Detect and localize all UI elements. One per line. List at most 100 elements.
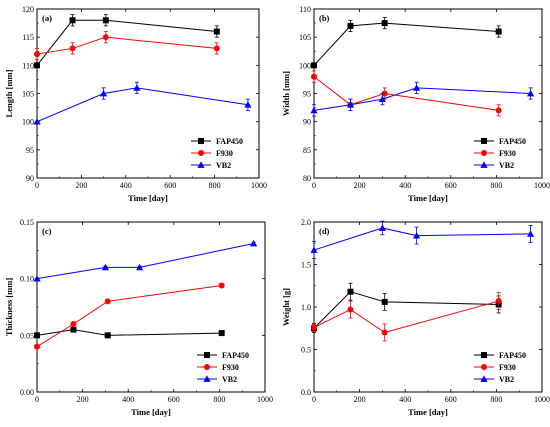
series-line — [313, 291, 499, 329]
y-tick-label: 0.05 — [20, 331, 34, 340]
legend: FAP450 F930 VB2 — [191, 137, 243, 170]
data-point — [311, 324, 317, 331]
data-point — [34, 332, 40, 339]
x-tick-label: 400 — [120, 181, 132, 190]
data-point — [101, 263, 109, 271]
series-line — [313, 227, 531, 251]
x-tick-label: 400 — [399, 181, 411, 190]
x-tick-label: 200 — [77, 395, 89, 404]
y-tick-label: 0.0 — [301, 388, 311, 397]
x-tick-label: 600 — [164, 181, 176, 190]
data-point — [495, 28, 502, 35]
data-point — [250, 239, 258, 247]
x-tick-label: 0 — [35, 181, 39, 190]
series-f930 — [311, 292, 502, 342]
series-fap450 — [311, 17, 502, 69]
y-tick-label: 0.10 — [20, 275, 34, 284]
x-tick-label: 800 — [490, 181, 502, 190]
series-vb2 — [310, 220, 535, 259]
y-tick-label: 90 — [26, 174, 34, 183]
legend: FAP450 F930 VB2 — [474, 351, 526, 384]
y-tick-label: 0.5 — [301, 346, 311, 355]
chart-panel-c: 0 200 400 600 800 1000 0.00 0.05 0.10 0.15 Time [d… — [4, 218, 273, 417]
x-tick-label: 800 — [490, 395, 502, 404]
data-point — [413, 84, 421, 91]
x-tick-label: 1000 — [534, 395, 550, 404]
panel-label: (c) — [42, 226, 52, 236]
x-tick-label: 800 — [213, 395, 225, 404]
legend-marker — [481, 150, 487, 156]
x-axis-label: Time [day] — [128, 193, 168, 203]
x-axis-label: Time [day] — [408, 193, 448, 203]
x-tick-label: 1000 — [251, 181, 267, 190]
y-tick-label: 1.5 — [301, 261, 311, 270]
data-point — [70, 326, 77, 333]
legend-entry: FAP450 — [499, 137, 526, 146]
data-point — [34, 62, 40, 69]
y-tick-label: 95 — [26, 146, 34, 155]
data-point — [527, 230, 535, 237]
data-point — [413, 232, 421, 239]
y-tick-label: 100 — [22, 118, 34, 127]
series-fap450 — [34, 326, 225, 339]
x-tick-label: 600 — [445, 181, 457, 190]
data-point — [102, 34, 109, 41]
data-point — [310, 246, 318, 253]
legend-entry: VB2 — [499, 161, 514, 170]
x-tick-label: 600 — [168, 395, 180, 404]
data-point — [378, 95, 386, 103]
y-tick-label: 100 — [299, 61, 311, 70]
data-point — [104, 332, 111, 339]
legend-entry: F930 — [499, 149, 516, 158]
data-point — [34, 343, 40, 350]
legend-entry: FAP450 — [499, 351, 526, 360]
legend-marker — [197, 161, 205, 168]
series-line — [36, 243, 254, 280]
y-axis-label: Weight [g] — [281, 288, 291, 326]
data-point — [244, 101, 252, 108]
x-tick-label: 200 — [75, 181, 87, 190]
chart-panel-b: 0 200 400 600 800 1000 80 85 90 95 100 105 110 Time [… — [281, 5, 550, 203]
data-point — [69, 45, 76, 52]
data-point — [102, 17, 109, 24]
data-point — [311, 62, 317, 69]
data-point — [213, 45, 220, 52]
data-point — [495, 298, 502, 305]
chart-panel-a: 0 200 400 600 800 1000 90 95 100 105 110 115 120 Time… — [4, 5, 267, 203]
data-point — [527, 89, 535, 97]
x-tick-label: 0 — [312, 395, 316, 404]
series-vb2 — [33, 81, 252, 125]
data-point — [34, 51, 40, 58]
data-point — [218, 330, 225, 337]
x-tick-label: 400 — [122, 395, 134, 404]
y-tick-label: 2.0 — [301, 218, 311, 227]
legend: FAP450 F930 VB2 — [197, 351, 249, 384]
legend-entry: VB2 — [216, 161, 231, 170]
y-axis-label: Length [mm] — [4, 69, 14, 117]
y-axis-label: Thickness [mm] — [4, 278, 14, 336]
legend-marker — [198, 150, 204, 156]
data-point — [311, 73, 317, 80]
y-tick-label: 80 — [303, 174, 311, 183]
series-f930 — [311, 70, 502, 117]
panel-label: (d) — [319, 226, 330, 236]
series-line — [36, 87, 248, 123]
x-tick-label: 1000 — [534, 181, 550, 190]
series-f930 — [34, 282, 225, 350]
legend-marker — [480, 375, 488, 382]
y-tick-label: 95 — [303, 90, 311, 99]
data-point — [347, 306, 354, 313]
data-point — [381, 90, 388, 97]
x-tick-label: 200 — [354, 395, 366, 404]
x-tick-label: 600 — [445, 395, 457, 404]
y-tick-label: 1.0 — [301, 303, 311, 312]
legend-entry: FAP450 — [222, 351, 249, 360]
legend-entry: F930 — [222, 363, 239, 372]
data-point — [495, 107, 502, 114]
data-point — [347, 22, 354, 29]
legend-entry: F930 — [216, 149, 233, 158]
x-tick-label: 0 — [35, 395, 39, 404]
y-tick-label: 0.15 — [20, 218, 34, 227]
data-point — [381, 20, 388, 27]
data-point — [33, 275, 41, 282]
